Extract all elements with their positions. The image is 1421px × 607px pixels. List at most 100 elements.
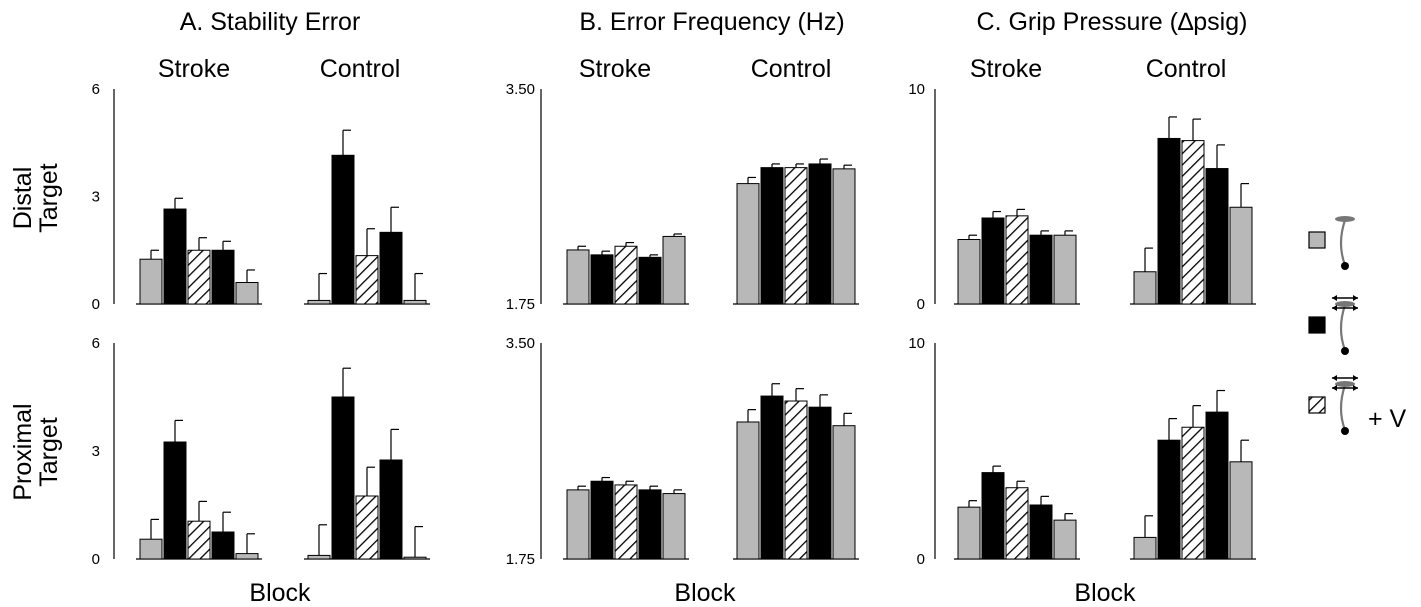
arrow-right-icon	[1353, 295, 1358, 301]
bar-stroke-2	[981, 217, 1005, 305]
panel-title-a: A. Stability Error	[180, 8, 361, 36]
bar-stroke-4	[1029, 234, 1053, 305]
pendulum-ball-icon	[1341, 262, 1349, 270]
bar-stroke-2	[981, 472, 1005, 560]
bar-control-3	[355, 255, 379, 305]
bar-control-3	[784, 400, 808, 560]
group-label-b-stroke: Stroke	[579, 55, 651, 83]
bar-control-1	[307, 299, 331, 305]
panel-0-row-0: 0 3 6	[92, 81, 430, 313]
legend-item-black	[1308, 295, 1358, 355]
arrow-left-icon	[1332, 375, 1337, 381]
bar-stroke-5	[1053, 519, 1077, 560]
panel-0-row-1: 0 3 6	[92, 335, 430, 568]
xlabel-a: Block	[249, 579, 311, 607]
bar-control-4	[808, 163, 832, 305]
pendulum-ball-icon	[1341, 427, 1349, 435]
bar-control-4	[379, 459, 403, 560]
pendulum-top-icon	[1335, 216, 1355, 222]
group-label-c-stroke: Stroke	[970, 55, 1042, 83]
bar-stroke-2	[590, 480, 614, 560]
legend-item-hatch: + V	[1308, 375, 1407, 435]
black-condition-icon	[1332, 295, 1358, 355]
legend-swatch-black	[1308, 316, 1326, 334]
bar-stroke-1	[566, 249, 590, 305]
bar-control-5	[1229, 206, 1253, 305]
bar-control-1	[736, 183, 760, 305]
bar-control-5	[1229, 461, 1253, 560]
bar-control-1	[1133, 536, 1157, 560]
bar-control-4	[379, 231, 403, 305]
arrow-right-icon	[1353, 305, 1358, 311]
bar-control-5	[403, 556, 427, 560]
gray-condition-icon	[1335, 216, 1355, 270]
pendulum-top-icon	[1335, 381, 1355, 387]
bar-control-2	[1157, 439, 1181, 560]
bar-stroke-2	[163, 208, 187, 305]
bar-control-3	[1181, 140, 1205, 305]
bar-stroke-4	[211, 249, 235, 305]
bar-control-4	[1205, 411, 1229, 560]
y-tick-label: 0	[917, 296, 925, 313]
panel-2-row-0: 0 10	[908, 81, 1256, 313]
bar-control-2	[760, 395, 784, 560]
arrow-left-icon	[1332, 295, 1337, 301]
bar-stroke-5	[235, 282, 259, 305]
bar-control-5	[832, 425, 856, 560]
arrow-left-icon	[1332, 305, 1337, 311]
bar-stroke-3	[187, 520, 211, 560]
bar-stroke-2	[590, 254, 614, 305]
bar-stroke-3	[1005, 487, 1029, 560]
arrow-right-icon	[1353, 375, 1358, 381]
bar-control-3	[355, 495, 379, 560]
bar-control-5	[403, 299, 427, 305]
bar-stroke-1	[139, 538, 163, 560]
y-tick-label: 0	[92, 296, 100, 313]
bar-stroke-4	[1029, 504, 1053, 560]
pendulum-rod-icon	[1339, 219, 1347, 266]
bar-control-1	[736, 421, 760, 560]
bar-stroke-1	[566, 489, 590, 560]
bar-control-5	[832, 168, 856, 305]
bar-stroke-1	[957, 506, 981, 560]
y-tick-label: 1.75	[506, 296, 535, 313]
bar-stroke-5	[1053, 234, 1077, 305]
row-label-distal-2: Target	[35, 163, 63, 233]
y-tick-label: 3.50	[506, 335, 535, 352]
panel-1-row-1: 1.75 3.50	[506, 335, 859, 568]
bar-control-1	[307, 554, 331, 560]
bar-control-2	[1157, 137, 1181, 305]
row-label-proximal-2: Target	[35, 417, 63, 487]
bar-stroke-3	[1005, 215, 1029, 305]
bar-control-3	[784, 167, 808, 305]
row-label-distal-1: Distal	[9, 167, 37, 230]
bar-stroke-1	[957, 239, 981, 305]
bar-stroke-2	[163, 441, 187, 560]
group-label-a-stroke: Stroke	[158, 55, 230, 83]
bar-stroke-5	[235, 553, 259, 560]
xlabel-b: Block	[674, 579, 736, 607]
panel-title-b: B. Error Frequency (Hz)	[579, 8, 844, 36]
y-tick-label: 6	[92, 81, 100, 98]
hatch-condition-icon	[1332, 375, 1358, 435]
bar-control-2	[760, 167, 784, 305]
legend-suffix: + V	[1368, 405, 1407, 433]
xlabel-c: Block	[1074, 579, 1136, 607]
bar-stroke-5	[662, 493, 686, 560]
pendulum-rod-icon	[1339, 384, 1347, 431]
y-tick-label: 1.75	[506, 551, 535, 568]
pendulum-rod-icon	[1339, 304, 1347, 351]
pendulum-ball-icon	[1341, 347, 1349, 355]
bar-stroke-4	[638, 489, 662, 560]
bar-stroke-3	[614, 484, 638, 560]
bar-stroke-4	[638, 256, 662, 305]
panel-2-row-1: 0 10	[908, 335, 1256, 568]
bar-stroke-1	[139, 258, 163, 305]
group-label-a-control: Control	[320, 55, 401, 83]
bar-control-3	[1181, 426, 1205, 560]
bar-stroke-3	[187, 249, 211, 305]
y-tick-label: 3	[92, 189, 100, 206]
group-label-c-control: Control	[1146, 55, 1227, 83]
